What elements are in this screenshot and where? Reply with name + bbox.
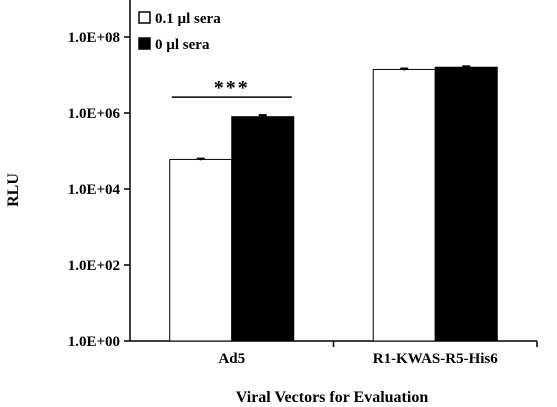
significance-label: *** (214, 77, 250, 99)
bar (372, 68, 436, 342)
legend-swatch-0.1-sera (138, 11, 151, 24)
y-tick-label: 1.0E+06 (68, 106, 121, 122)
legend-label-0.1-sera: 0.1 µl sera (155, 11, 221, 27)
legend-label-0-sera: 0 µl sera (155, 37, 210, 53)
legend-swatch-0-sera (138, 37, 151, 50)
bar (231, 116, 295, 342)
category-label: R1-KWAS-R5-His6 (373, 351, 499, 367)
category-labels: Ad5 R1-KWAS-R5-His6 (218, 341, 538, 367)
error-bars (196, 65, 471, 161)
y-tick-label: 1.0E+02 (68, 258, 120, 274)
legend: 0.1 µl sera 0 µl sera (138, 11, 221, 53)
bar (434, 66, 498, 342)
significance-annotation: *** (171, 77, 292, 99)
bars (169, 66, 498, 342)
y-tick-label: 1.0E+04 (68, 182, 121, 198)
y-axis-title: RLU (5, 173, 22, 207)
bar (169, 158, 233, 342)
y-ticks: 1.0E+00 1.0E+02 1.0E+04 1.0E+06 1.0E+08 (68, 30, 130, 350)
x-axis-title: Viral Vectors for Evaluation (236, 389, 429, 406)
y-tick-label: 1.0E+00 (68, 334, 120, 350)
category-label: Ad5 (218, 351, 245, 367)
y-tick-label: 1.0E+08 (68, 30, 120, 46)
